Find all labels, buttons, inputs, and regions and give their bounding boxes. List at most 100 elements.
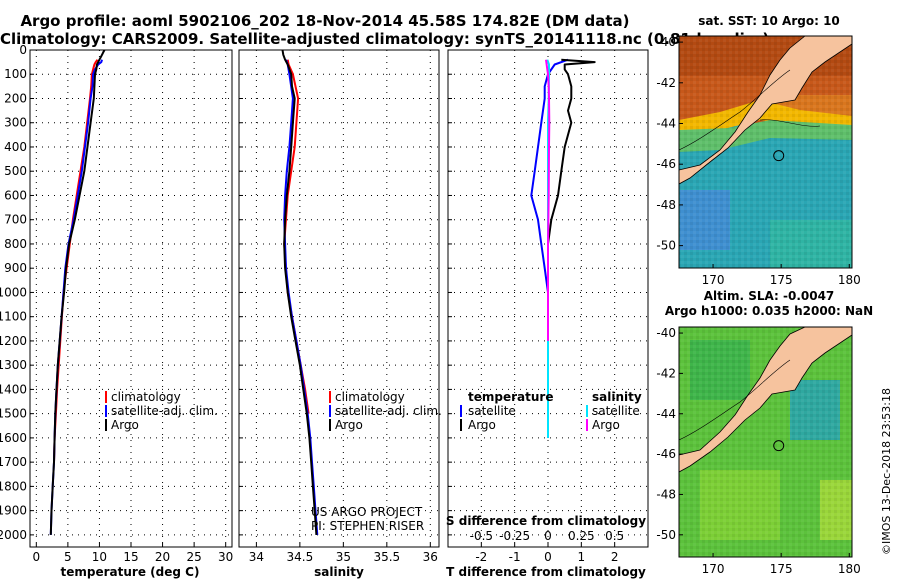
ytick-label: 900 xyxy=(4,261,27,275)
xtick-label-salinity: 0.5 xyxy=(605,529,624,543)
map-xtick-label: 175 xyxy=(770,273,793,287)
salinity-panel: 34 34.5 35 35.5 36 salinity climatology sate… xyxy=(238,49,442,579)
xtick-label: 35.5 xyxy=(373,550,400,564)
map-ytick-label: -50 xyxy=(656,239,676,253)
ytick-label: 1000 xyxy=(0,285,27,299)
ytick-label: 2000 xyxy=(0,528,27,542)
map-ytick-label: -42 xyxy=(656,76,676,90)
xtick-label: 0 xyxy=(544,550,552,564)
legend-s-argo-label: Argo xyxy=(592,418,620,432)
credit-project: US ARGO PROJECT xyxy=(311,505,423,519)
map-ytick-label: -40 xyxy=(656,35,676,49)
legend-salinity-title: salinity xyxy=(592,390,642,404)
ytick-label: 1100 xyxy=(0,310,27,324)
ytick-label: 0 xyxy=(19,43,27,57)
figure-title-line2: Climatology: CARS2009. Satellite-adjuste… xyxy=(0,30,770,48)
map-xtick-label: 175 xyxy=(770,562,793,576)
ytick-label: 1900 xyxy=(0,504,27,518)
legend-t-satellite-label: satellite xyxy=(468,404,516,418)
xtick-label: 35 xyxy=(336,550,351,564)
legend-t-argo-label: Argo xyxy=(468,418,496,432)
ytick-label: 500 xyxy=(4,164,27,178)
legend-argo-label: Argo xyxy=(335,418,363,432)
legend-temperature-title: temperature xyxy=(468,390,553,404)
ytick-label: 1700 xyxy=(0,455,27,469)
xtick-label: 10 xyxy=(92,550,107,564)
ytick-label: 300 xyxy=(4,116,27,130)
map-ytick-label: -46 xyxy=(656,157,676,171)
sla-map-panel: Altim. SLA: -0.0047 Argo h1000: 0.035 h2… xyxy=(656,289,873,576)
legend-satellite-label: satellite-adj. clim. xyxy=(111,404,218,418)
xtick-label: 1 xyxy=(578,550,586,564)
xtick-label-salinity: 0.25 xyxy=(568,529,595,543)
series-line-argo xyxy=(49,49,106,535)
xtick-label: 30 xyxy=(218,550,233,564)
credit-pi: PI: STEPHEN RISER xyxy=(311,519,424,533)
ytick-label: 400 xyxy=(4,140,27,154)
ytick-label: 700 xyxy=(4,213,27,227)
argo-position-marker xyxy=(773,440,785,452)
series-line-s-argo xyxy=(545,59,551,341)
salinity-axes-box xyxy=(238,49,440,548)
ytick-label: 1800 xyxy=(0,479,27,493)
xtick-label-salinity: 0 xyxy=(544,529,552,543)
ytick-label: 1400 xyxy=(0,382,27,396)
difference-legend: temperature satellite Argo salinity sate… xyxy=(460,390,642,432)
temperature-legend: climatology satellite-adj. clim. Argo xyxy=(105,390,218,432)
map-ytick-label: -44 xyxy=(656,407,676,421)
xtick-label: 34 xyxy=(249,550,264,564)
legend-climatology-label: climatology xyxy=(335,390,405,404)
map-ytick-label: -50 xyxy=(656,528,676,542)
xtick-label: 25 xyxy=(186,550,201,564)
difference-xlabel-salinity: S difference from climatology xyxy=(446,514,646,528)
xtick-label: 5 xyxy=(64,550,72,564)
ytick-label: 800 xyxy=(4,237,27,251)
ytick-label: 100 xyxy=(4,67,27,81)
temperature-axes-box xyxy=(29,49,233,548)
series-line-argo xyxy=(281,49,318,535)
figure-title-line1: Argo profile: aoml 5902106_202 18-Nov-20… xyxy=(20,12,630,30)
sst-map-panel: sat. SST: 10 Argo: 10 170 175 180 -40 -42 -44… xyxy=(656,14,860,287)
ytick-label: 200 xyxy=(4,91,27,105)
xtick-label: 20 xyxy=(155,550,170,564)
salinity-xlabel: salinity xyxy=(314,565,364,579)
difference-panel: -2 -1 0 1 2 T difference from climatology S … xyxy=(446,49,649,579)
sla-map-title-line1: Altim. SLA: -0.0047 xyxy=(704,289,835,303)
new-zealand-land xyxy=(679,36,852,185)
legend-s-satellite-label: satellite xyxy=(592,404,640,418)
xtick-label: -1 xyxy=(509,550,521,564)
xtick-label: -2 xyxy=(475,550,487,564)
ytick-label: 1600 xyxy=(0,431,27,445)
temperature-panel: 0100200300400500600700800900100011001200… xyxy=(0,43,233,579)
ytick-label: 600 xyxy=(4,188,27,202)
xtick-label: 15 xyxy=(123,550,138,564)
difference-xlabel: T difference from climatology xyxy=(446,565,646,579)
ytick-label: 1300 xyxy=(0,358,27,372)
sla-field xyxy=(679,327,852,557)
imos-credit: ©IMOS 13-Dec-2018 23:53:18 xyxy=(880,388,893,555)
map-xtick-label: 170 xyxy=(702,273,725,287)
salinity-legend: climatology satellite-adj. clim. Argo xyxy=(329,390,442,432)
xtick-label: 36 xyxy=(423,550,438,564)
map-ytick-label: -44 xyxy=(656,117,676,131)
sst-field xyxy=(679,36,852,268)
xtick-label-salinity: -0.5 xyxy=(470,529,493,543)
map-ytick-label: -46 xyxy=(656,447,676,461)
legend-argo-label: Argo xyxy=(111,418,139,432)
map-ytick-label: -48 xyxy=(656,487,676,501)
ytick-label: 1200 xyxy=(0,334,27,348)
argo-position-marker xyxy=(773,150,785,162)
temperature-xlabel: temperature (deg C) xyxy=(61,565,200,579)
map-xtick-label: 180 xyxy=(838,562,861,576)
legend-climatology-label: climatology xyxy=(111,390,181,404)
map-ytick-label: -42 xyxy=(656,366,676,380)
xtick-label: 34.5 xyxy=(287,550,314,564)
xtick-label-salinity: -0.25 xyxy=(499,529,530,543)
legend-satellite-label: satellite-adj. clim. xyxy=(335,404,442,418)
ytick-label: 1500 xyxy=(0,407,27,421)
map-xtick-label: 180 xyxy=(838,273,861,287)
map-ytick-label: -40 xyxy=(656,326,676,340)
map-ytick-label: -48 xyxy=(656,198,676,212)
xtick-label: 0 xyxy=(32,550,40,564)
